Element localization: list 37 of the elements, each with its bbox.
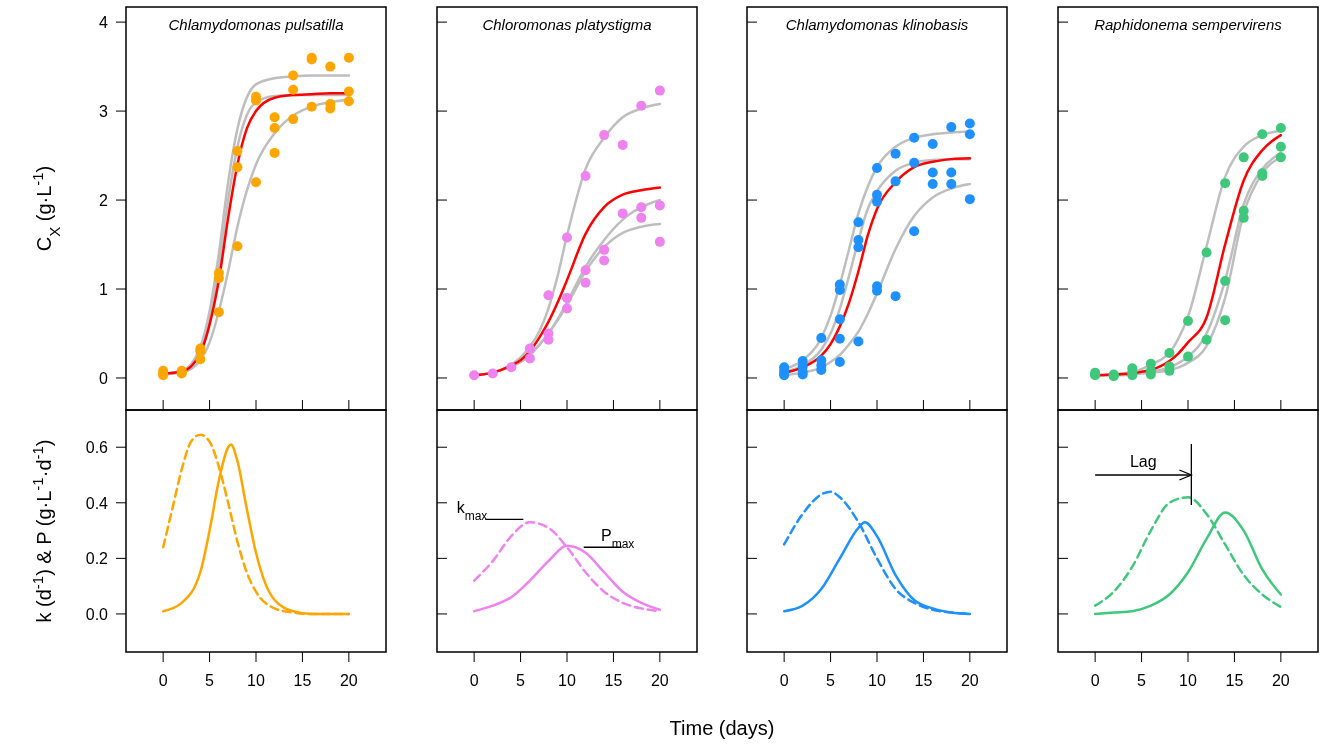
x-tick-label: 15 <box>914 672 933 689</box>
y-tick-label: 0.6 <box>85 439 109 457</box>
x-tick-label: 15 <box>293 672 312 689</box>
text: Chloromonas platystigma <box>482 16 652 33</box>
x-tick-label: 0 <box>469 672 479 689</box>
x-tick-label: 0 <box>158 672 168 689</box>
x-tick-label: 20 <box>1271 672 1290 689</box>
y-tick-label: 0 <box>99 369 109 387</box>
annotation: P$_{max}$ <box>601 527 635 552</box>
x-tick-label: 0 <box>779 672 789 689</box>
annotation: Lag <box>1129 453 1157 470</box>
annotation: k$_{max}$ <box>456 499 488 524</box>
y-tick-label: 0.2 <box>85 550 109 568</box>
x-tick-label: 5 <box>516 672 526 689</box>
x-tick-label: 20 <box>650 672 669 689</box>
x-tick-label: 5 <box>826 672 836 689</box>
y-tick-label: 4 <box>99 14 109 32</box>
x-axis-title: Time (days) <box>669 717 775 739</box>
x-tick-label: 5 <box>1137 672 1147 689</box>
x-tick-label: 0 <box>1090 672 1100 689</box>
text: Chlamydomonas klinobasis <box>785 16 969 33</box>
y-tick-label: 1 <box>99 281 109 299</box>
x-tick-label: 10 <box>868 672 886 689</box>
y-tick-label: 2 <box>99 192 109 210</box>
text: Raphidonema sempervirens <box>1094 16 1283 33</box>
x-tick-label: 20 <box>960 672 979 689</box>
text: Chlamydomonas pulsatilla <box>168 16 344 33</box>
x-tick-label: 20 <box>339 672 358 689</box>
x-tick-label: 15 <box>1225 672 1244 689</box>
x-tick-label: 10 <box>247 672 265 689</box>
x-tick-label: 15 <box>604 672 623 689</box>
y-tick-label: 0.4 <box>85 494 109 512</box>
y-tick-label: 3 <box>99 103 109 121</box>
x-tick-label: 10 <box>1179 672 1197 689</box>
x-tick-label: 10 <box>558 672 576 689</box>
x-tick-label: 5 <box>205 672 215 689</box>
y-tick-label: 0.0 <box>85 605 109 623</box>
